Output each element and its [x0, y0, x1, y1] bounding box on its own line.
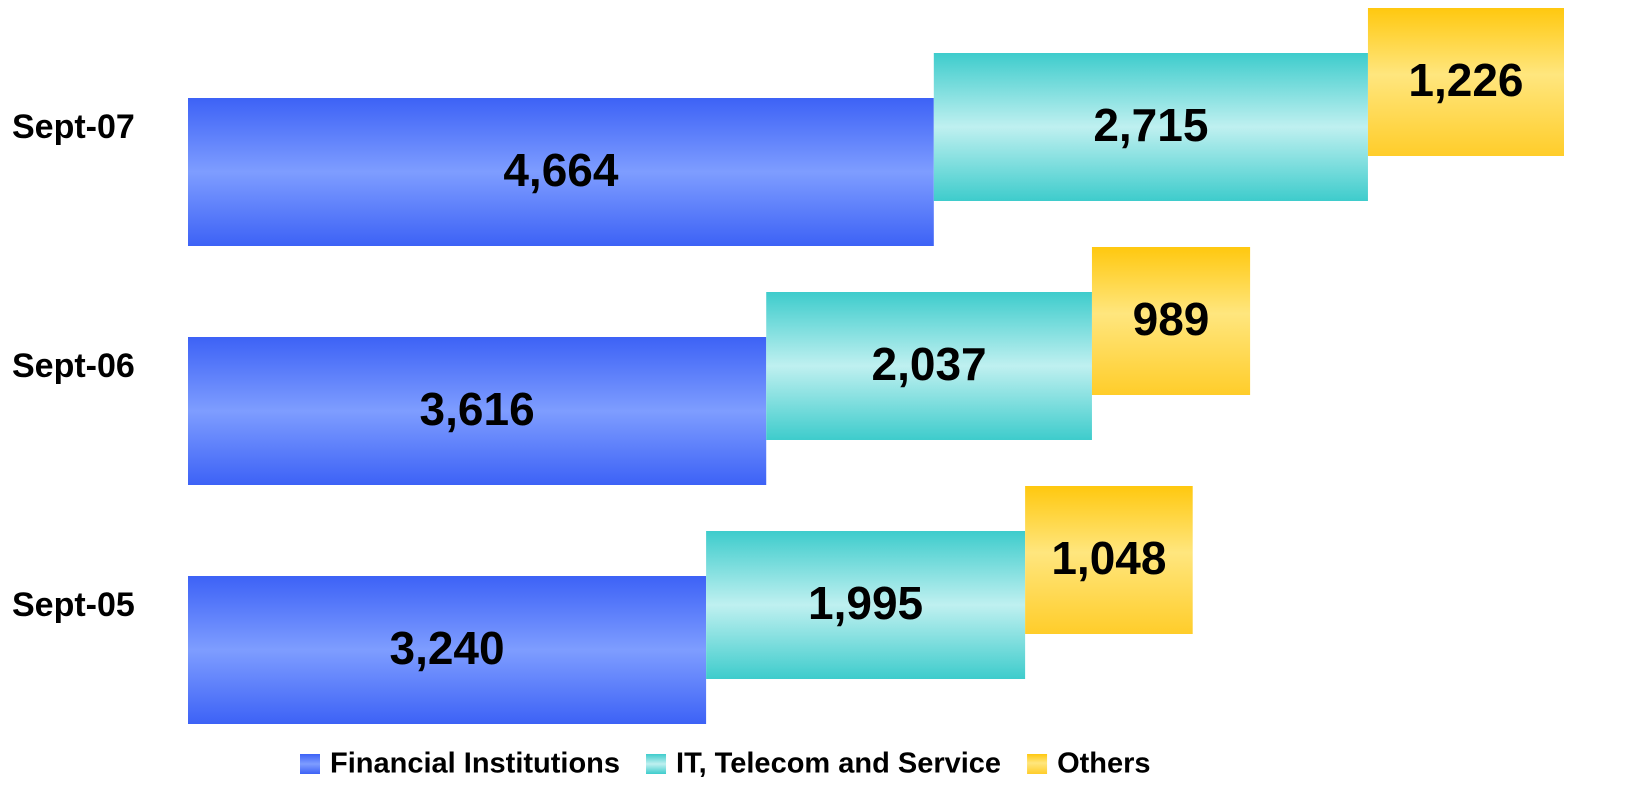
category-label: Sept-06 — [12, 347, 135, 385]
bar — [188, 576, 707, 724]
legend-label: IT, Telecom and Service — [676, 748, 1001, 780]
value-label: 3,616 — [420, 383, 535, 435]
category-label: Sept-05 — [12, 586, 135, 624]
legend-swatch — [1027, 754, 1048, 774]
bar — [766, 292, 1092, 440]
value-label: 1,048 — [1051, 532, 1166, 584]
bar — [1025, 486, 1193, 634]
bar — [706, 531, 1026, 679]
value-label: 1,995 — [808, 577, 923, 629]
value-label: 2,037 — [872, 338, 987, 390]
value-label: 4,664 — [503, 144, 619, 196]
value-label: 989 — [1133, 293, 1210, 345]
legend-label: Financial Institutions — [330, 748, 620, 780]
value-label: 2,715 — [1093, 99, 1208, 151]
value-label: 1,226 — [1408, 54, 1523, 106]
value-label: 3,240 — [389, 622, 504, 674]
bar — [188, 337, 767, 485]
bar — [1367, 8, 1564, 156]
bar — [1091, 247, 1251, 395]
bar — [188, 98, 934, 246]
legend-label: Others — [1057, 748, 1150, 780]
legend-swatch — [646, 754, 667, 774]
legend-swatch — [300, 754, 320, 774]
category-label: Sept-07 — [12, 108, 135, 146]
bar — [933, 53, 1368, 201]
